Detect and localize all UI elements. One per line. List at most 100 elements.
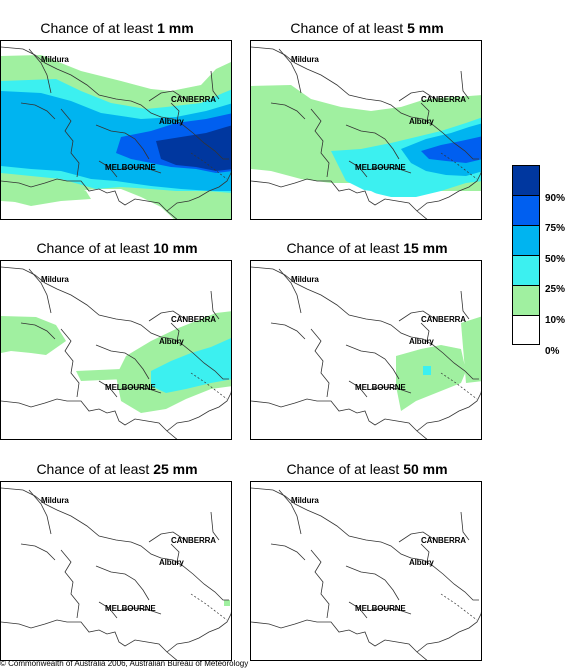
place-label-albury: Albury: [409, 117, 434, 126]
legend-label-25: 25%: [545, 284, 566, 295]
probability-region: [251, 187, 423, 219]
boundary-line: [120, 166, 162, 174]
boundary-line: [460, 70, 470, 100]
map-canvas: [1, 266, 231, 439]
panel-title-25mm: Chance of at least 25 mm: [0, 461, 234, 477]
boundary-line: [95, 124, 150, 160]
probability-region: [156, 125, 231, 171]
boundary-line: [20, 102, 56, 120]
place-label-canberra: CANBERRA: [421, 95, 466, 104]
boundary-line: [251, 487, 479, 601]
legend-label-10: 10%: [545, 315, 566, 326]
boundary-line: [420, 543, 430, 563]
boundary-line: [278, 48, 302, 94]
boundary-line: [190, 152, 228, 180]
boundary-line: [270, 102, 306, 120]
boundary-line: [1, 487, 229, 601]
boundary-line: [28, 48, 52, 94]
legend-label-0: 0%: [545, 346, 560, 357]
probability-region: [224, 600, 230, 606]
boundary-line: [251, 619, 428, 660]
boundary-line: [170, 322, 180, 342]
boundary-line: [251, 46, 479, 160]
boundary-line: [190, 372, 228, 400]
boundary-line: [98, 380, 118, 398]
boundary-line: [148, 531, 186, 543]
map-1mm: Mildura CANBERRA Albury MELBOURNE: [0, 40, 232, 220]
boundary-line: [370, 166, 412, 174]
boundary-line: [95, 565, 150, 601]
boundary-line: [251, 178, 428, 219]
map-canvas: [1, 46, 231, 219]
legend-swatch-75: [512, 195, 540, 225]
probability-region: [461, 316, 481, 383]
boundary-line: [60, 549, 80, 619]
boundary-line: [348, 380, 368, 398]
title-amount: 50 mm: [403, 461, 448, 477]
legend-swatch-25: [512, 255, 540, 285]
boundary-line: [1, 398, 178, 439]
legend-swatch-50: [512, 225, 540, 255]
boundary-line: [398, 531, 436, 543]
boundary-line: [1, 46, 229, 160]
boundary-line: [440, 152, 478, 180]
place-label-canberra: CANBERRA: [421, 536, 466, 545]
boundary-line: [370, 607, 412, 615]
boundary-line: [345, 565, 400, 601]
boundary-line: [170, 543, 180, 563]
boundary-line: [1, 619, 178, 660]
place-label-albury: Albury: [159, 337, 184, 346]
place-label-albury: Albury: [409, 337, 434, 346]
map-canvas: [1, 487, 231, 660]
title-prefix: Chance of at least: [36, 461, 154, 477]
boundary-line: [1, 266, 229, 380]
boundary-line: [170, 102, 180, 122]
probability-region: [151, 338, 231, 393]
title-prefix: Chance of at least: [286, 461, 404, 477]
boundary-line: [98, 601, 118, 619]
place-label-canberra: CANBERRA: [171, 315, 216, 324]
boundary-line: [148, 90, 186, 102]
probability-region: [1, 316, 66, 355]
place-label-mildura: Mildura: [291, 275, 319, 284]
boundary-line: [440, 372, 478, 400]
boundary-line: [270, 543, 306, 561]
boundary-line: [420, 102, 430, 122]
probability-region: [421, 136, 481, 163]
boundary-line: [310, 328, 330, 398]
place-label-mildura: Mildura: [291, 55, 319, 64]
boundary-line: [210, 511, 220, 541]
place-label-mildura: Mildura: [291, 496, 319, 505]
boundary-line: [348, 601, 368, 619]
boundary-line: [60, 108, 80, 178]
boundary-line: [398, 310, 436, 322]
place-label-melbourne: MELBOURNE: [105, 604, 156, 613]
boundary-line: [416, 611, 481, 653]
boundary-line: [440, 593, 478, 621]
legend-swatch-0: [512, 315, 540, 345]
place-label-melbourne: MELBOURNE: [105, 163, 156, 172]
probability-region: [423, 366, 431, 375]
probability-region: [11, 183, 91, 206]
place-label-melbourne: MELBOURNE: [355, 383, 406, 392]
boundary-line: [345, 124, 400, 160]
title-amount: 1 mm: [157, 20, 194, 36]
place-label-mildura: Mildura: [41, 275, 69, 284]
map-canvas: [251, 46, 481, 219]
boundary-line: [28, 489, 52, 535]
legend-label-50: 50%: [545, 254, 566, 265]
panel-title-15mm: Chance of at least 15 mm: [250, 240, 484, 256]
boundary-line: [166, 170, 231, 212]
probability-region: [396, 345, 466, 411]
place-label-canberra: CANBERRA: [421, 315, 466, 324]
place-label-melbourne: MELBOURNE: [355, 163, 406, 172]
boundary-line: [270, 322, 306, 340]
map-canvas: [251, 266, 481, 439]
boundary-line: [310, 549, 330, 619]
boundary-line: [251, 398, 428, 439]
title-prefix: Chance of at least: [290, 20, 408, 36]
boundary-line: [420, 322, 430, 342]
legend: [512, 165, 540, 345]
title-prefix: Chance of at least: [40, 20, 158, 36]
map-50mm: Mildura CANBERRA Albury MELBOURNE: [250, 481, 482, 661]
